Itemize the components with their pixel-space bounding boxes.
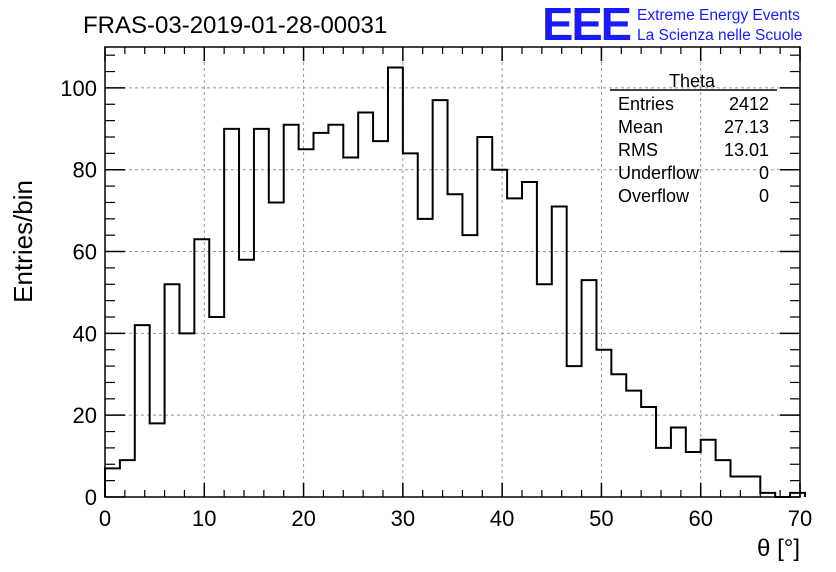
stats-value-overflow: 0 [759, 186, 769, 206]
stats-box: Theta Entries 2412 Mean 27.13 RMS 13.01 … [610, 71, 777, 206]
y-tick-label: 0 [85, 485, 97, 510]
stats-value-rms: 13.01 [724, 140, 769, 160]
stats-label-rms: RMS [618, 140, 658, 160]
x-tick-label: 60 [688, 506, 712, 531]
run-title: FRAS-03-2019-01-28-00031 [83, 12, 387, 39]
x-tick-label: 0 [99, 506, 111, 531]
x-tick-label: 30 [391, 506, 415, 531]
x-tick-label: 70 [788, 506, 812, 531]
y-tick-label: 40 [73, 321, 97, 346]
grid-lines [105, 47, 800, 497]
y-tick-label: 100 [60, 76, 97, 101]
tick-labels: 0 10 20 30 40 50 60 70 0 20 40 60 80 100 [60, 76, 812, 531]
stats-value-entries: 2412 [729, 94, 769, 114]
y-tick-label: 20 [73, 403, 97, 428]
y-tick-label: 60 [73, 240, 97, 265]
y-axis-label: Entries/bin [8, 180, 38, 303]
stats-box-title: Theta [669, 71, 716, 91]
eee-logo: EEE Extreme Energy Events La Scienza nel… [542, 0, 802, 50]
eee-logo-mark: EEE [542, 0, 630, 50]
x-tick-label: 10 [192, 506, 216, 531]
stats-label-mean: Mean [618, 117, 663, 137]
stats-label-underflow: Underflow [618, 163, 700, 183]
eee-logo-line2: La Scienza nelle Scuole [637, 27, 802, 44]
eee-logo-line1: Extreme Energy Events [637, 7, 800, 24]
stats-label-overflow: Overflow [618, 186, 690, 206]
x-tick-label: 40 [490, 506, 514, 531]
stats-value-underflow: 0 [759, 163, 769, 183]
axis-ticks [104, 47, 801, 498]
x-axis-label: θ [°] [757, 535, 800, 562]
histogram-outline [104, 66, 806, 498]
x-tick-label: 20 [291, 506, 315, 531]
stats-label-entries: Entries [618, 94, 674, 114]
plot-frame [104, 46, 801, 498]
stats-value-mean: 27.13 [724, 117, 769, 137]
x-tick-label: 50 [589, 506, 613, 531]
y-tick-label: 80 [73, 158, 97, 183]
